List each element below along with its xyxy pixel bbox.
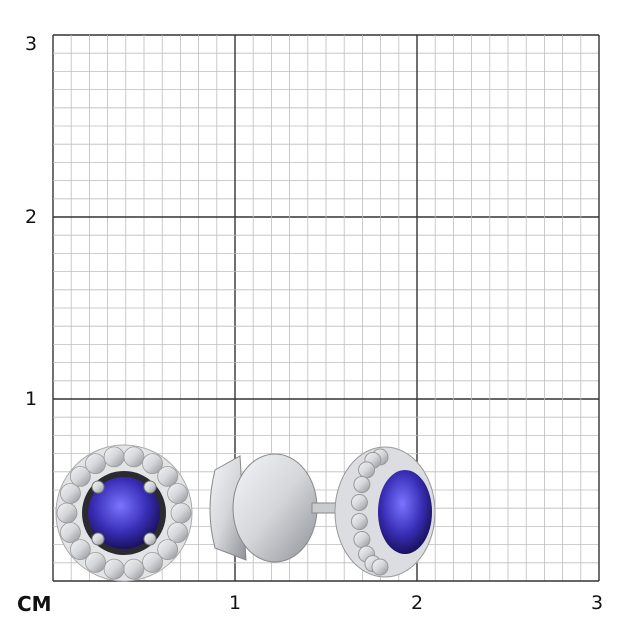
gemstone (88, 477, 160, 549)
x-label-2: 2 (411, 592, 424, 614)
earring-side-view (209, 446, 436, 578)
x-label-3: 3 (591, 592, 604, 614)
gemstone (378, 470, 432, 554)
x-label-1: 1 (229, 592, 242, 614)
earring-front-view (55, 444, 193, 582)
y-label-1: 1 (25, 388, 38, 410)
y-label-3: 3 (25, 33, 38, 55)
unit-label: CM (17, 592, 52, 616)
y-label-2: 2 (25, 206, 38, 228)
